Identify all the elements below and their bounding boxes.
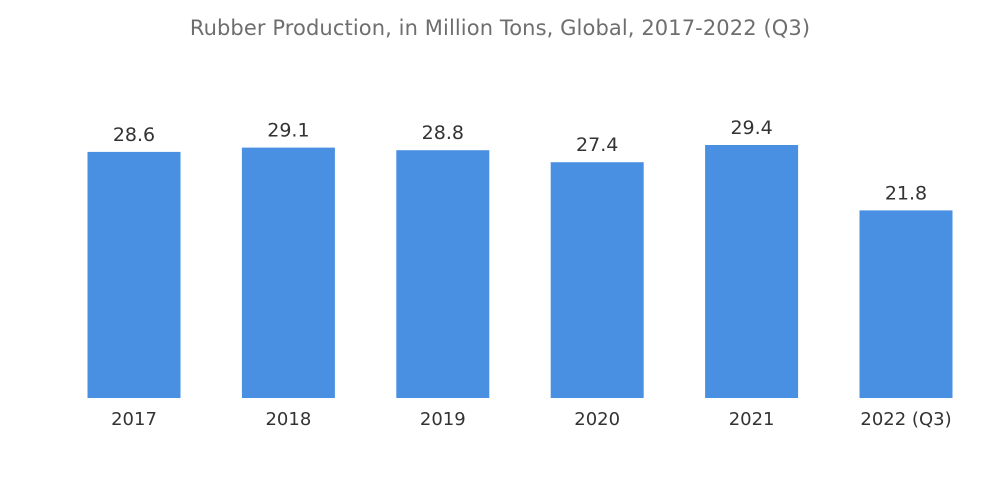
x-tick-label-5: 2022 (Q3) [860,409,951,430]
bar-value-label-1: 29.1 [267,120,309,142]
bar-value-label-3: 27.4 [576,134,618,156]
chart-title: Rubber Production, in Million Tons, Glob… [189,16,811,40]
bar-3 [550,162,644,398]
x-tick-label-3: 2020 [574,409,620,430]
x-tick-label-2: 2019 [420,409,466,430]
x-tick-label-4: 2021 [729,409,775,430]
bar-4 [705,145,799,398]
bar-value-label-5: 21.8 [885,182,927,204]
bar-0 [87,151,181,398]
bar-2 [396,150,490,398]
bar-value-label-2: 28.8 [422,122,464,144]
bar-value-label-4: 29.4 [730,117,772,139]
bar-1 [241,147,335,398]
bar-value-label-0: 28.6 [113,124,155,146]
x-tick-label-1: 2018 [265,409,311,430]
bar-5 [859,210,953,398]
x-tick-label-0: 2017 [111,409,157,430]
